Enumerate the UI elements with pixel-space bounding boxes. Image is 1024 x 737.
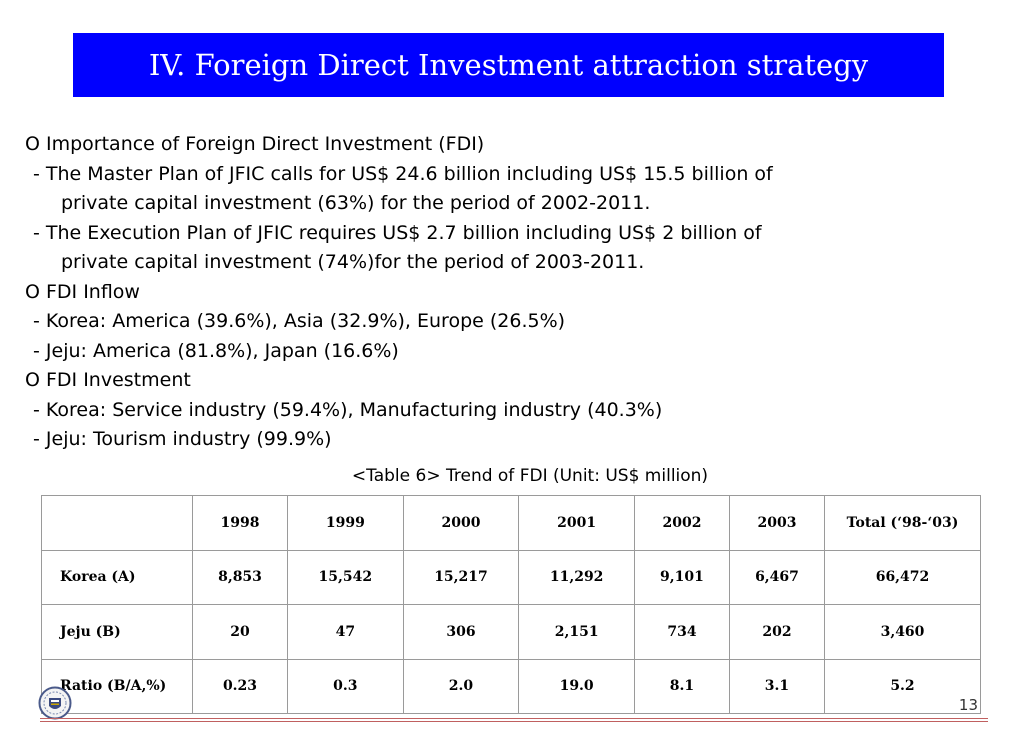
- page-number: 13: [958, 696, 978, 714]
- header-cell: 2000: [402, 495, 520, 551]
- table-cell: 0.3: [287, 658, 404, 714]
- table-header-row: 1998 1999 2000 2001 2002 2003 Total (‘98…: [41, 495, 981, 551]
- bullet-line: O FDI Inflow: [25, 280, 140, 303]
- header-cell: 2003: [728, 495, 826, 551]
- table-cell: 15,542: [287, 549, 404, 605]
- table-row: Korea (A) 8,853 15,542 15,217 11,292 9,1…: [41, 549, 981, 605]
- header-cell: 1999: [287, 495, 404, 551]
- bullet-line: - Korea: America (39.6%), Asia (32.9%), …: [33, 310, 566, 332]
- row-label: Jeju (B): [41, 604, 193, 660]
- header-cell: 2001: [518, 495, 635, 551]
- bullet-line: private capital investment (63%) for the…: [61, 192, 651, 214]
- table-cell: 3.1: [728, 658, 826, 714]
- table-cell: 9,101: [633, 549, 730, 605]
- slide-title: IV. Foreign Direct Investment attraction…: [148, 48, 869, 82]
- bullet-list: O Importance of Foreign Direct Investmen…: [25, 130, 773, 455]
- bullet-line: O FDI Investment: [25, 369, 191, 391]
- table-cell: 19.0: [518, 658, 635, 714]
- table-cell: 5.2: [824, 658, 981, 714]
- row-label: Korea (A): [41, 549, 193, 605]
- table-cell: 3,460: [824, 604, 981, 660]
- header-cell: [41, 495, 193, 551]
- university-seal-icon: [38, 686, 72, 720]
- footer-rule: [40, 721, 988, 722]
- table-cell: 2.0: [402, 658, 520, 714]
- table-cell: 8.1: [633, 658, 730, 714]
- bullet-line: O Importance of Foreign Direct Investmen…: [25, 133, 485, 155]
- table-cell: 306: [402, 604, 520, 660]
- table-cell: 66,472: [824, 549, 981, 605]
- table-row: Ratio (B/A,%) 0.23 0.3 2.0 19.0 8.1 3.1 …: [41, 658, 981, 714]
- slide-title-bar: IV. Foreign Direct Investment attraction…: [73, 33, 944, 97]
- bullet-line: - Jeju: America (81.8%), Japan (16.6%): [33, 339, 399, 362]
- header-cell: Total (‘98-‘03): [824, 495, 981, 551]
- table-cell: 2,151: [518, 604, 635, 660]
- table-cell: 8,853: [192, 549, 288, 605]
- bullet-line: private capital investment (74%)for the …: [61, 251, 645, 273]
- table-cell: 0.23: [192, 658, 288, 714]
- table-cell: 11,292: [518, 549, 635, 605]
- footer-rule: [40, 718, 988, 719]
- table-cell: 20: [192, 604, 288, 660]
- table-row: Jeju (B) 20 47 306 2,151 734 202 3,460: [41, 604, 981, 660]
- bullet-line: - Korea: Service industry (59.4%), Manuf…: [33, 398, 663, 421]
- bullet-line: - The Master Plan of JFIC calls for US$ …: [33, 162, 773, 185]
- table-cell: 202: [728, 604, 826, 660]
- table-cell: 47: [287, 604, 404, 660]
- table-cell: 6,467: [728, 549, 826, 605]
- bullet-line: - The Execution Plan of JFIC requires US…: [33, 221, 762, 244]
- table-caption: <Table 6> Trend of FDI (Unit: US$ millio…: [351, 466, 709, 486]
- fdi-trend-table: 1998 1999 2000 2001 2002 2003 Total (‘98…: [41, 495, 981, 714]
- table-cell: 15,217: [402, 549, 520, 605]
- bullet-line: - Jeju: Tourism industry (99.9%): [33, 428, 332, 450]
- table-cell: 734: [633, 604, 730, 660]
- header-cell: 2002: [633, 495, 730, 551]
- header-cell: 1998: [192, 495, 288, 551]
